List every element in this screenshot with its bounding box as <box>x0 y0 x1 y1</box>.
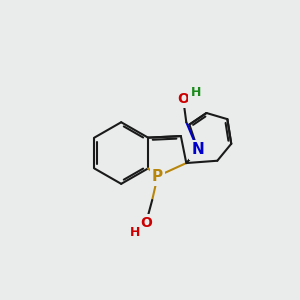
Text: N: N <box>192 142 204 158</box>
Text: H: H <box>130 226 140 239</box>
Text: H: H <box>190 86 201 100</box>
Text: O: O <box>140 216 152 230</box>
Text: O: O <box>177 92 189 106</box>
Text: P: P <box>152 169 163 184</box>
